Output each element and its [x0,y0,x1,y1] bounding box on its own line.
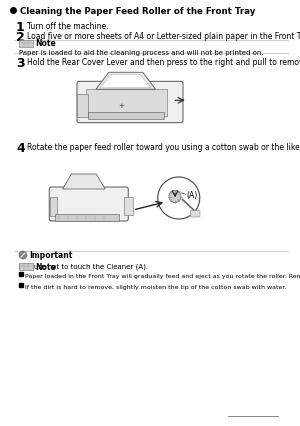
Text: 2: 2 [16,31,25,44]
Text: Hold the Rear Cover Lever and then press to the right and pull to remove the Rea: Hold the Rear Cover Lever and then press… [27,58,300,67]
Text: If the dirt is hard to remove, slightly moisten the tip of the cotton swab with : If the dirt is hard to remove, slightly … [25,284,286,289]
Text: Rotate the paper feed roller toward you using a cotton swab or the like to wipe : Rotate the paper feed roller toward you … [27,143,300,152]
Text: Load five or more sheets of A4 or Letter-sized plain paper in the Front Tray.: Load five or more sheets of A4 or Letter… [27,32,300,41]
Text: Cleaning the Paper Feed Roller of the Front Tray: Cleaning the Paper Feed Roller of the Fr… [20,6,255,15]
Circle shape [158,178,200,219]
Text: +: + [118,102,124,108]
FancyBboxPatch shape [77,94,88,118]
FancyBboxPatch shape [19,40,33,47]
Text: Be sure not to touch the Cleaner (A).: Be sure not to touch the Cleaner (A). [19,263,148,270]
Circle shape [169,191,181,203]
FancyBboxPatch shape [190,211,200,218]
Text: Paper loaded in the Front Tray will gradually feed and eject as you rotate the r: Paper loaded in the Front Tray will grad… [25,273,300,278]
Polygon shape [96,73,155,90]
Text: 4: 4 [16,142,25,155]
Text: 1: 1 [16,21,25,34]
FancyBboxPatch shape [49,187,128,222]
FancyBboxPatch shape [19,263,33,270]
Text: Important: Important [29,251,72,260]
Circle shape [19,251,27,259]
Text: Note: Note [35,262,56,271]
Text: Paper is loaded to aid the cleaning process and will not be printed on.: Paper is loaded to aid the cleaning proc… [19,50,264,56]
Text: 3: 3 [16,57,25,70]
FancyBboxPatch shape [55,214,119,221]
Text: (A): (A) [186,190,197,199]
Polygon shape [100,76,151,88]
FancyBboxPatch shape [77,82,183,124]
FancyBboxPatch shape [88,113,164,120]
FancyBboxPatch shape [50,197,57,216]
Text: Turn off the machine.: Turn off the machine. [27,22,109,31]
FancyBboxPatch shape [86,90,166,117]
Text: Note: Note [35,40,56,49]
FancyBboxPatch shape [124,197,133,215]
Polygon shape [62,175,105,190]
